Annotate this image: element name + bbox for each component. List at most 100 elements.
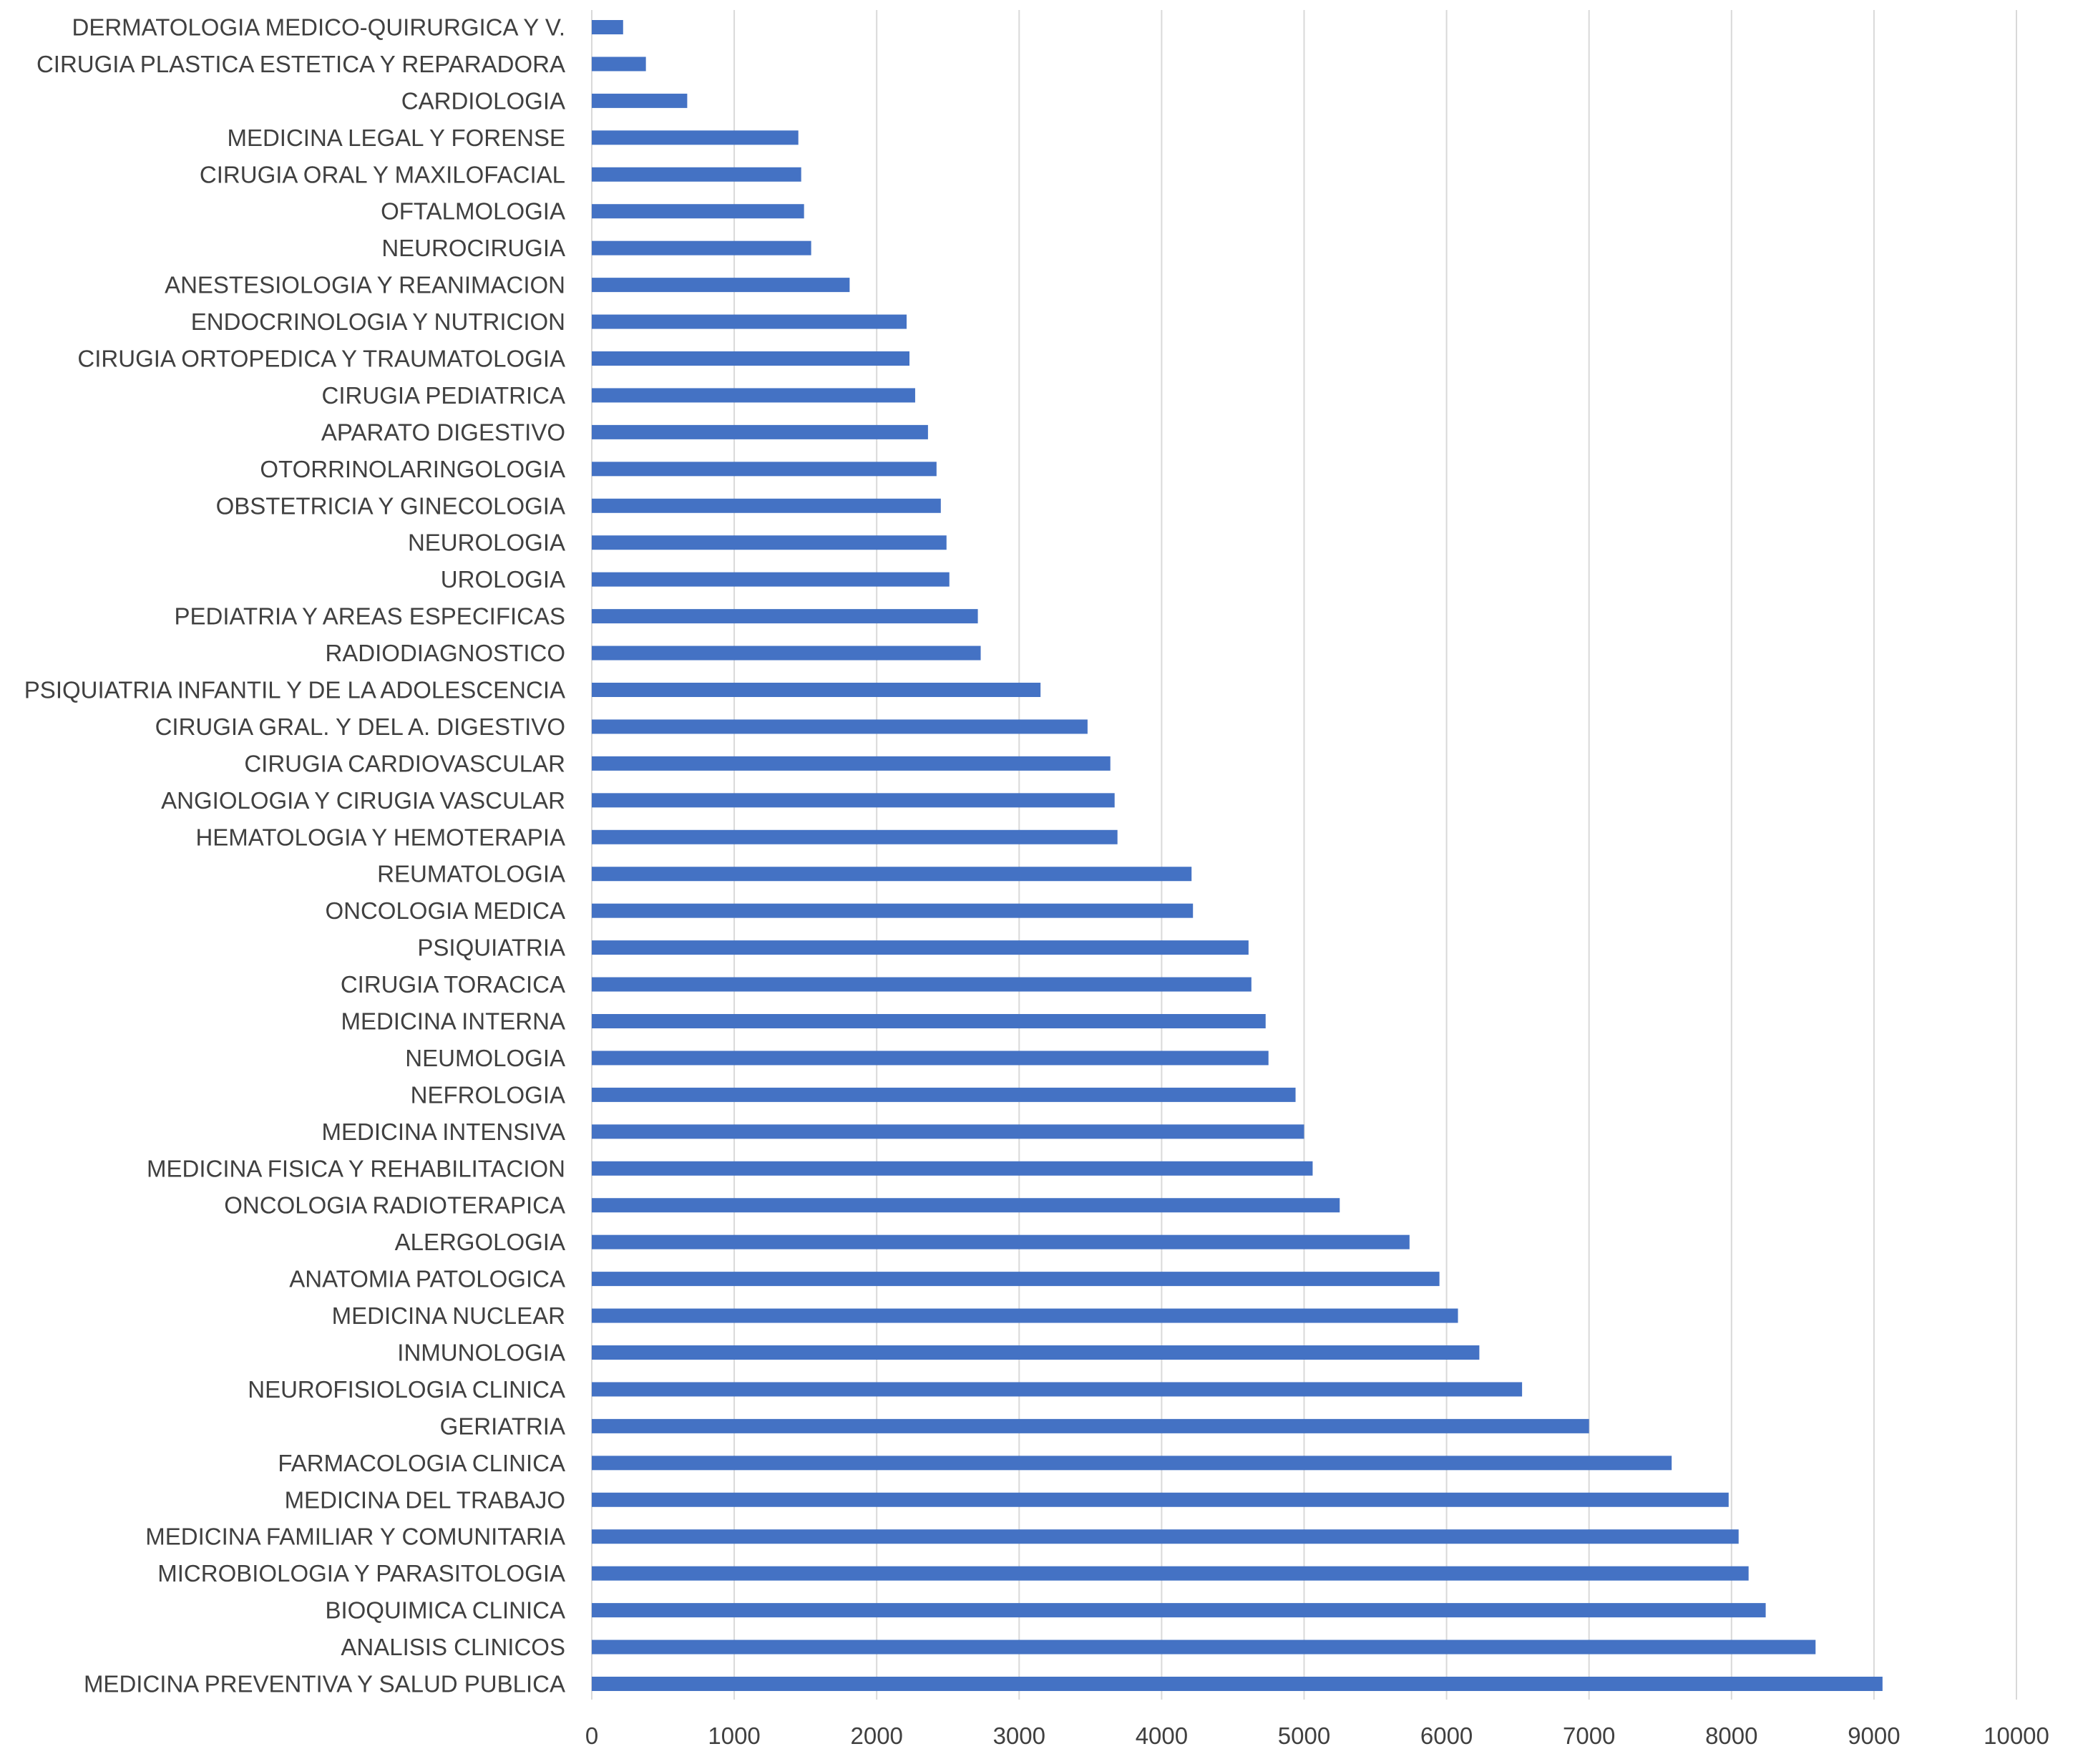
- bar: [592, 719, 1088, 734]
- bar: [592, 130, 799, 145]
- bar: [592, 645, 981, 661]
- category-label: ANATOMIA PATOLOGICA: [289, 1266, 565, 1292]
- bar: [592, 1529, 1739, 1544]
- category-label: ENDOCRINOLOGIA Y NUTRICION: [191, 308, 565, 335]
- bar: [592, 1492, 1729, 1507]
- bar: [592, 535, 947, 550]
- x-tick-label: 5000: [1278, 1722, 1330, 1749]
- bar: [592, 351, 909, 366]
- x-tick-label: 1000: [708, 1722, 760, 1749]
- bar: [592, 1382, 1523, 1397]
- bar: [592, 388, 915, 403]
- bar: [592, 167, 801, 182]
- bar: [592, 424, 928, 439]
- bar: [592, 683, 1041, 697]
- bar: [592, 278, 850, 293]
- x-tick-label: 3000: [993, 1722, 1045, 1749]
- category-label: PSIQUIATRIA: [417, 935, 565, 961]
- bar: [592, 1345, 1480, 1360]
- category-label: PSIQUIATRIA INFANTIL Y DE LA ADOLESCENCI…: [24, 677, 565, 703]
- category-label: NEUROLOGIA: [408, 530, 565, 556]
- category-label: INMUNOLOGIA: [397, 1340, 565, 1366]
- bar: [592, 1418, 1589, 1433]
- bar: [592, 498, 941, 513]
- x-tick-label: 7000: [1563, 1722, 1615, 1749]
- category-label: DERMATOLOGIA MEDICO-QUIRURGICA Y V.: [72, 14, 566, 41]
- category-label: OBSTETRICIA Y GINECOLOGIA: [216, 492, 565, 519]
- category-label: MEDICINA FISICA Y REHABILITACION: [147, 1155, 565, 1181]
- bar: [592, 1087, 1296, 1102]
- category-label: MEDICINA FAMILIAR Y COMUNITARIA: [145, 1524, 565, 1550]
- category-label: GERIATRIA: [440, 1413, 565, 1439]
- bar: [592, 204, 804, 219]
- bar: [592, 1272, 1440, 1287]
- category-label: CIRUGIA TORACICA: [341, 971, 565, 998]
- category-label: BIOQUIMICA CLINICA: [325, 1597, 565, 1624]
- gridlines: [591, 10, 2017, 1700]
- bar: [592, 1456, 1672, 1471]
- bar: [592, 1234, 1410, 1249]
- category-label: OTORRINOLARINGOLOGIA: [260, 456, 565, 482]
- category-label: MEDICINA LEGAL Y FORENSE: [227, 125, 565, 151]
- bar: [592, 1051, 1269, 1066]
- x-axis-tick-labels: 0 1000 2000 3000 4000 5000 6000 7000 8000 9000 100…: [585, 1722, 2049, 1749]
- category-label: OFTALMOLOGIA: [381, 198, 565, 225]
- bar: [592, 1603, 1766, 1618]
- category-label: ANGIOLOGIA Y CIRUGIA VASCULAR: [161, 787, 565, 814]
- category-label: CIRUGIA PEDIATRICA: [322, 382, 565, 409]
- bar: [592, 1198, 1340, 1213]
- category-label: ONCOLOGIA MEDICA: [325, 897, 565, 924]
- x-tick-label: 4000: [1136, 1722, 1188, 1749]
- category-label: CIRUGIA ORTOPEDICA Y TRAUMATOLOGIA: [77, 346, 565, 372]
- x-tick-label: 9000: [1848, 1722, 1900, 1749]
- category-label: APARATO DIGESTIVO: [321, 419, 565, 445]
- category-label: ONCOLOGIA RADIOTERAPICA: [224, 1192, 565, 1219]
- bar: [592, 867, 1192, 882]
- bar: [592, 1639, 1816, 1655]
- category-label: REUMATOLOGIA: [377, 861, 565, 887]
- bar: [592, 940, 1249, 955]
- category-label: ANESTESIOLOGIA Y REANIMACION: [165, 272, 565, 298]
- x-tick-label: 10000: [1984, 1722, 2049, 1749]
- category-label: CIRUGIA CARDIOVASCULAR: [244, 750, 565, 776]
- category-label: NEUMOLOGIA: [405, 1045, 565, 1071]
- category-label: NEFROLOGIA: [411, 1081, 565, 1108]
- bar: [592, 93, 688, 108]
- category-label: MEDICINA PREVENTIVA Y SALUD PUBLICA: [84, 1671, 565, 1697]
- bar: [592, 977, 1252, 992]
- x-tick-label: 2000: [850, 1722, 902, 1749]
- bar: [592, 829, 1118, 844]
- bar: [592, 57, 646, 72]
- category-label: MICROBIOLOGIA Y PARASITOLOGIA: [157, 1560, 565, 1587]
- bar: [592, 462, 937, 477]
- bars: [592, 20, 1883, 1691]
- category-label: MEDICINA DEL TRABAJO: [285, 1486, 565, 1513]
- category-label: ALERGOLOGIA: [395, 1229, 565, 1255]
- bar: [592, 1566, 1749, 1581]
- bar: [592, 793, 1115, 808]
- category-label: PEDIATRIA Y AREAS ESPECIFICAS: [174, 603, 565, 630]
- category-label: ANALISIS CLINICOS: [341, 1634, 565, 1660]
- category-label: CIRUGIA GRAL. Y DEL A. DIGESTIVO: [155, 713, 565, 740]
- category-label: MEDICINA NUCLEAR: [332, 1302, 565, 1329]
- category-label: NEUROFISIOLOGIA CLINICA: [248, 1376, 565, 1403]
- bar: [592, 756, 1111, 771]
- category-label: NEUROCIRUGIA: [381, 235, 565, 261]
- category-label: FARMACOLOGIA CLINICA: [278, 1450, 565, 1476]
- bar: [592, 1124, 1304, 1139]
- bar: [592, 609, 978, 624]
- x-tick-label: 0: [585, 1722, 598, 1749]
- bar: [592, 1308, 1458, 1323]
- category-label: UROLOGIA: [441, 566, 565, 593]
- category-label: MEDICINA INTERNA: [341, 1008, 565, 1035]
- bar: [592, 1014, 1266, 1028]
- bar: [592, 903, 1194, 918]
- bar: [592, 240, 811, 255]
- x-tick-label: 8000: [1705, 1722, 1757, 1749]
- category-label: HEMATOLOGIA Y HEMOTERAPIA: [195, 824, 565, 850]
- bar: [592, 20, 623, 34]
- category-label: MEDICINA INTENSIVA: [322, 1119, 565, 1145]
- bar: [592, 1161, 1313, 1176]
- category-label: CARDIOLOGIA: [401, 87, 565, 114]
